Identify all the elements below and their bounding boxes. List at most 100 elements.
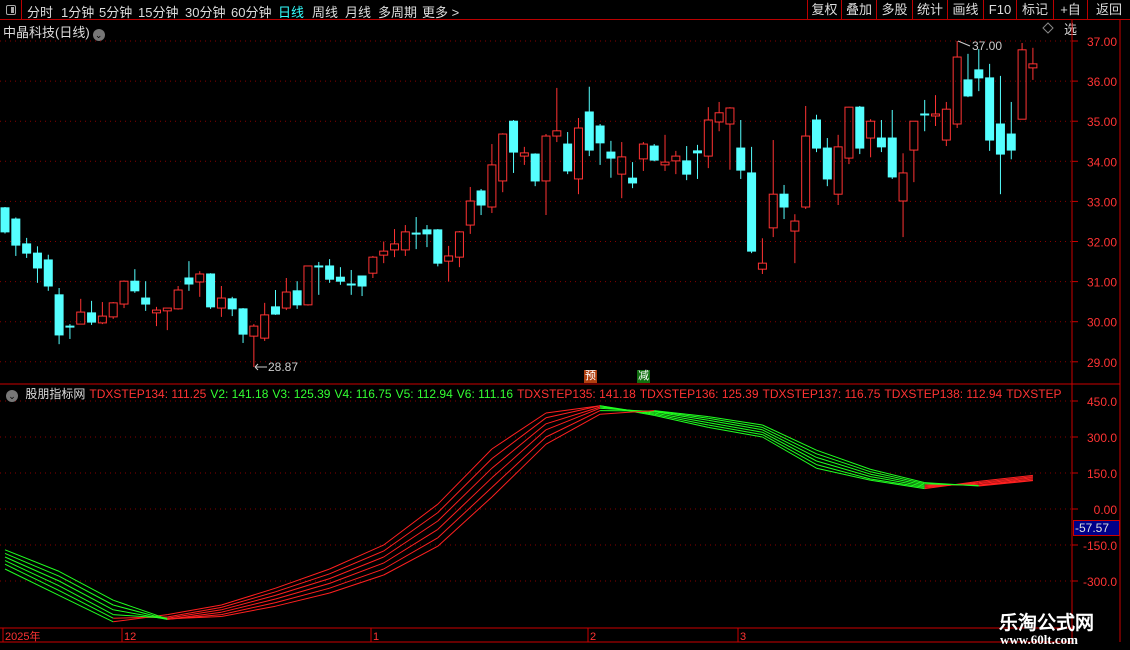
candle-body (844, 106, 854, 159)
indicator-line-segment (167, 616, 222, 620)
candle (97, 302, 107, 325)
legend-item: TDXSTEP138: 112.94 (884, 387, 1003, 401)
indicator-line-segment (978, 478, 1033, 486)
candle-body (346, 283, 356, 286)
period-tab[interactable]: 60分钟 (231, 5, 272, 20)
price-tick-label: 36.00 (1087, 75, 1117, 89)
toolbar-button[interactable]: 复权 (807, 0, 841, 20)
candle-body (692, 150, 702, 154)
indicator-line-segment (491, 423, 547, 469)
toolbar-button[interactable]: +自选 (1053, 0, 1087, 37)
indicator-tick-label: 450.0 (1087, 395, 1117, 409)
indicator-line-segment (654, 412, 709, 424)
period-tab[interactable]: 分时 (27, 5, 54, 20)
candle-body (541, 135, 551, 182)
candle (249, 324, 259, 368)
period-tab[interactable]: 日线 (278, 5, 305, 20)
candle-body (963, 79, 973, 97)
indicator-line-segment (816, 453, 871, 473)
candle-body (757, 262, 767, 270)
period-tab[interactable]: 1分钟 (61, 5, 95, 20)
indicator-line-segment (762, 431, 817, 462)
candle (941, 101, 951, 147)
period-tab[interactable]: 5分钟 (99, 5, 133, 20)
badge-jian[interactable]: 减 (637, 370, 650, 383)
toolbar-button[interactable]: 统计 (912, 0, 947, 20)
candle (433, 229, 443, 267)
candle (714, 101, 724, 132)
toolbar-button[interactable]: 返回 (1087, 0, 1130, 20)
indicator-line-segment (329, 550, 384, 575)
candle-body (703, 119, 713, 157)
stock-name: 中晶科技(日线) (3, 25, 90, 40)
indicator-line-segment (221, 598, 276, 613)
panel-toggle-icon[interactable] (0, 0, 22, 20)
candle-body (638, 143, 648, 160)
candle-body (1006, 133, 1016, 151)
candle-body (119, 280, 129, 305)
indicator-tick-label: -300.0 (1083, 575, 1117, 589)
candle-body (357, 275, 367, 287)
candle (346, 269, 356, 295)
candle-body (736, 147, 746, 171)
period-tab[interactable]: 15分钟 (138, 5, 179, 20)
candle-body (779, 193, 789, 208)
indicator-line-segment (113, 604, 168, 620)
badge-yu[interactable]: 预 (584, 370, 597, 383)
indicator-tick-label: 150.0 (1087, 467, 1117, 481)
indicator-line-segment (654, 410, 709, 418)
indicator-tick-label: -150.0 (1083, 539, 1117, 553)
candle-body (368, 256, 378, 274)
legend-item: TDXSTEP136: 125.39 (639, 387, 759, 401)
indicator-line-segment (58, 570, 114, 601)
chevron-down-icon[interactable]: ⌄ (6, 390, 18, 402)
indicator-line-segment (545, 405, 601, 419)
indicator-line-segment (329, 544, 384, 570)
indicator-line-segment (870, 473, 925, 486)
candle-body (530, 153, 540, 182)
candle-body (22, 243, 32, 254)
indicator-tick-label: 300.0 (1087, 431, 1117, 445)
period-tab[interactable]: 更多 > (422, 5, 460, 20)
candle (552, 87, 562, 143)
toolbar-button[interactable]: 标记 (1016, 0, 1053, 20)
indicator-line-segment (437, 467, 493, 522)
indicator-line-segment (491, 443, 547, 498)
indicator-line-segment (383, 520, 439, 558)
candle (227, 296, 237, 317)
candle (444, 245, 454, 282)
watermark-name: 乐淘公式网 (999, 613, 1095, 634)
period-tab[interactable]: 月线 (345, 5, 372, 20)
indicator-line-segment (58, 590, 114, 619)
candle (768, 140, 778, 238)
toolbar-button[interactable]: 多股 (876, 0, 912, 20)
chevron-down-icon[interactable]: ⌄ (92, 29, 105, 41)
period-tab[interactable]: 周线 (312, 5, 339, 20)
indicator-line-segment (870, 468, 925, 484)
indicator-tick-label: 0.00 (1094, 503, 1118, 517)
candle (519, 146, 529, 165)
candle-body (552, 130, 562, 137)
top-toolbar: 分时 1分钟 5分钟 15分钟 30分钟 60分钟 日线 周线 月线 多周期 更多 > 复权 叠加 多股统… (0, 0, 1130, 37)
candle (790, 214, 800, 264)
period-tab[interactable]: 多周期 (378, 5, 418, 20)
indicator-line-segment (58, 580, 114, 611)
candle (271, 290, 280, 315)
legend-item: V4: 116.75 (334, 387, 392, 401)
toolbar-button[interactable]: 叠加 (841, 0, 876, 20)
indicator-line-segment (491, 417, 547, 459)
period-tab[interactable]: 30分钟 (185, 5, 226, 20)
candle (509, 119, 519, 173)
candle (617, 142, 627, 199)
candle (119, 280, 129, 309)
toolbar-button[interactable]: F10 (983, 0, 1016, 20)
legend-item: V2: 141.18 (210, 387, 269, 401)
candle (1028, 47, 1038, 80)
toolbar-button[interactable]: 画线 (947, 0, 983, 20)
candle-body (454, 231, 464, 258)
candle-body (573, 127, 583, 180)
low-price-label: 28.87 (268, 360, 298, 374)
candle (487, 144, 497, 214)
legend-item: TDXSTEP135: 141.18 (517, 387, 636, 401)
indicator-line-segment (545, 410, 601, 438)
